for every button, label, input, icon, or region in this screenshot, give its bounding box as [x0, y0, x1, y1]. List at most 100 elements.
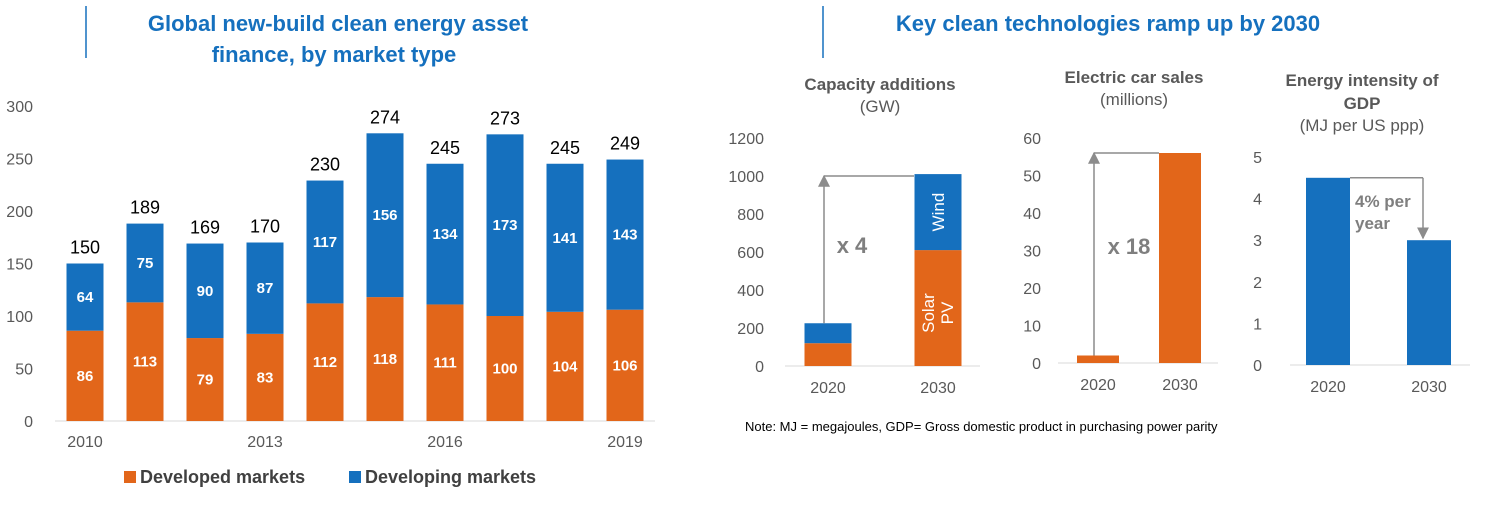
- x-tick-label: 2019: [607, 434, 643, 451]
- bar: [1306, 177, 1350, 365]
- panel2-multiplier: x 18: [1108, 234, 1151, 259]
- bar-developed: [126, 302, 164, 421]
- panel1-subtitle: (GW): [860, 97, 901, 116]
- data-label-developed: 104: [552, 358, 578, 375]
- left-chart-title-line2: finance, by market type: [212, 42, 457, 67]
- bar-developed: [426, 304, 464, 421]
- y-tick-label: 5: [1253, 150, 1262, 167]
- capacity-additions-chart: 0 200 400 600 800 1000 1200 2020 2030 SolarPV Wind: [728, 131, 980, 397]
- data-label-total: 245: [550, 138, 580, 158]
- bar-developing: [486, 134, 524, 316]
- panel3-subtitle: (MJ per US ppp): [1300, 116, 1425, 135]
- x-tick-label: 2013: [247, 434, 283, 451]
- data-label-total: 245: [430, 138, 460, 158]
- data-label-developing: 90: [197, 283, 214, 300]
- x-tick-label: 2016: [427, 434, 463, 451]
- panel3-annotation-line1: 4% per: [1355, 192, 1411, 211]
- y-tick-label: 60: [1023, 131, 1041, 148]
- x-tick-label: 2020: [1310, 379, 1346, 396]
- bar-developed: [186, 338, 224, 421]
- bar-solar-pv: [804, 343, 852, 366]
- y-tick-label: 0: [755, 359, 764, 376]
- y-tick-label: 250: [6, 152, 33, 169]
- bar-developing: [246, 242, 284, 334]
- bar-developed: [66, 330, 104, 421]
- bar-developing: [306, 180, 344, 304]
- data-label-developed: 100: [492, 361, 517, 378]
- panel1-multiplier: x 4: [837, 233, 868, 258]
- bar-developed: [306, 303, 344, 421]
- bar-developed: [606, 309, 644, 421]
- data-label-total: 249: [610, 134, 640, 154]
- bar-wind: [804, 323, 852, 344]
- footnote: Note: MJ = megajoules, GDP= Gross domest…: [745, 419, 1218, 434]
- legend-swatch-developed: [124, 471, 136, 483]
- data-label-developing: 75: [137, 255, 154, 272]
- y-tick-label: 1000: [728, 169, 764, 186]
- bar-developing: [126, 223, 164, 303]
- data-label-developed: 79: [197, 372, 214, 389]
- data-label-developing: 141: [552, 230, 577, 247]
- y-tick-label: 4: [1253, 192, 1262, 209]
- data-label-total: 150: [70, 238, 100, 258]
- y-tick-label: 0: [1253, 358, 1262, 375]
- x-tick-label: 2020: [1080, 377, 1116, 394]
- data-label-developed: 83: [257, 369, 274, 386]
- y-tick-label: 50: [1023, 169, 1041, 186]
- data-label-developing: 173: [492, 217, 517, 234]
- panel3-title-line1: Energy intensity of: [1285, 71, 1438, 90]
- y-tick-label: 0: [24, 414, 33, 431]
- data-label-developed: 106: [612, 357, 637, 374]
- stacked-bar-chart-asset-finance: 0 50 100 150 200 250 300 86 64 150 2010 113 75 189 79 9…: [6, 99, 655, 451]
- legend-label-developed: Developed markets: [140, 467, 305, 487]
- bar: [1159, 153, 1201, 363]
- y-tick-label: 10: [1023, 319, 1041, 336]
- series-label-wind: Wind: [929, 193, 948, 232]
- energy-intensity-chart: 0 1 2 3 4 5 2020 2030: [1253, 150, 1470, 396]
- panel1-title: Capacity additions: [804, 75, 955, 94]
- panel3-title-line2: GDP: [1344, 94, 1381, 113]
- bar-developing: [186, 243, 224, 339]
- data-label-developing: 117: [313, 234, 337, 251]
- bar-developed: [546, 311, 584, 421]
- right-section-title: Key clean technologies ramp up by 2030: [896, 11, 1320, 36]
- y-tick-label: 2: [1253, 275, 1262, 292]
- bar-developing: [66, 263, 104, 331]
- y-tick-label: 3: [1253, 233, 1262, 250]
- y-tick-label: 200: [737, 321, 764, 338]
- bar-solar-pv: [914, 250, 962, 366]
- data-label-developing: 156: [372, 207, 397, 224]
- y-tick-label: 0: [1032, 356, 1041, 373]
- bar-developing: [606, 159, 644, 310]
- panel2-title: Electric car sales: [1065, 68, 1204, 87]
- bar-developing: [366, 133, 404, 298]
- y-tick-label: 20: [1023, 281, 1041, 298]
- x-tick-label: 2030: [920, 380, 956, 397]
- bar: [1077, 355, 1119, 363]
- y-tick-label: 150: [6, 257, 33, 274]
- x-tick-label: 2030: [1162, 377, 1198, 394]
- y-tick-label: 1: [1253, 316, 1262, 333]
- y-tick-label: 200: [6, 204, 33, 221]
- data-label-developing: 143: [612, 227, 637, 244]
- bar-developing: [426, 163, 464, 305]
- y-tick-label: 400: [737, 283, 764, 300]
- legend-swatch-developing: [349, 471, 361, 483]
- y-tick-label: 300: [6, 99, 33, 116]
- y-tick-label: 40: [1023, 206, 1041, 223]
- data-label-total: 189: [130, 198, 160, 218]
- series-label-solar-pv: SolarPV: [919, 293, 957, 333]
- panel3-annotation-line2: year: [1355, 214, 1390, 233]
- data-label-developed: 112: [313, 354, 337, 371]
- data-label-developing: 64: [77, 289, 94, 306]
- x-tick-label: 2020: [810, 380, 846, 397]
- y-tick-label: 30: [1023, 244, 1041, 261]
- bar: [1407, 240, 1451, 365]
- panel2-subtitle: (millions): [1100, 90, 1168, 109]
- legend-label-developing: Developing markets: [365, 467, 536, 487]
- data-label-developed: 118: [373, 351, 397, 368]
- bar-developed: [486, 316, 524, 421]
- bar-developed: [246, 333, 284, 421]
